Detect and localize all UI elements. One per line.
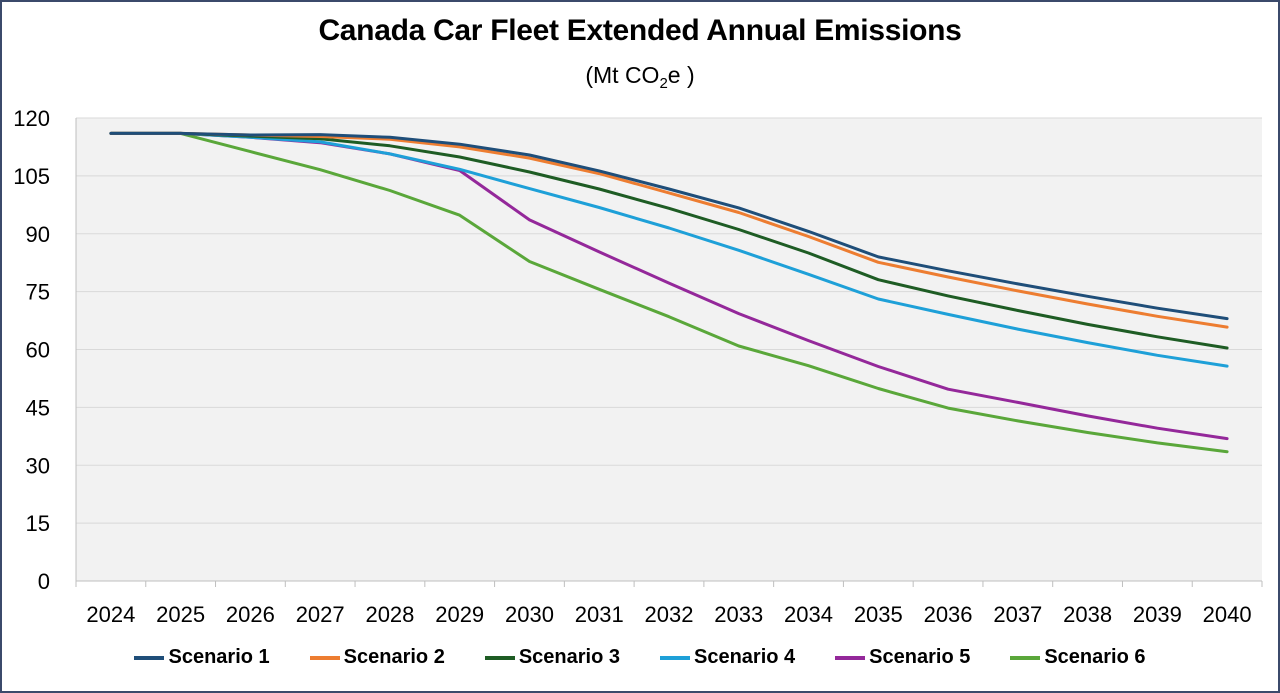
legend-item: Scenario 5 — [835, 646, 970, 669]
series-line-scenario-3 — [109, 131, 1229, 350]
x-tick-label: 2029 — [435, 602, 484, 627]
x-tick-label: 2033 — [714, 602, 763, 627]
series-line-scenario-6 — [109, 131, 1229, 454]
legend-label: Scenario 3 — [518, 646, 620, 668]
y-tick-label: 45 — [26, 395, 50, 420]
y-tick-label: 15 — [26, 511, 50, 536]
chart-subtitle: (Mt CO2e ) — [0, 62, 1280, 92]
chart-title: Canada Car Fleet Extended Annual Emissio… — [318, 14, 962, 47]
legend-swatch — [660, 655, 690, 660]
y-tick-label: 105 — [13, 164, 50, 189]
legend-item: Scenario 2 — [309, 646, 445, 669]
x-tick-label: 2038 — [1063, 602, 1112, 627]
y-tick-label: 75 — [26, 280, 50, 305]
x-tick-label: 2025 — [156, 602, 205, 627]
legend-label: Scenario 2 — [343, 646, 445, 668]
chart-legend: Scenario 1 Scenario 2 Scenario 3 Scenario 4… — [0, 646, 1280, 669]
y-tick-label: 60 — [26, 338, 50, 363]
x-tick-label: 2032 — [645, 602, 694, 627]
subtitle-suffix: e ) — [667, 62, 695, 88]
legend-label: Scenario 6 — [1044, 646, 1146, 668]
y-tick-label: 120 — [13, 106, 50, 131]
legend-swatch — [309, 655, 340, 660]
x-tick-label: 2027 — [296, 602, 345, 627]
legend-swatch — [835, 655, 866, 660]
legend-item: Scenario 6 — [1010, 646, 1146, 669]
x-tick-label: 2039 — [1133, 602, 1182, 627]
subtitle-subscript: 2 — [659, 75, 668, 92]
x-tick-label: 2035 — [854, 602, 903, 627]
x-tick-label: 2030 — [505, 602, 554, 627]
legend-item: Scenario 1 — [134, 646, 270, 669]
y-tick-label: 30 — [26, 453, 50, 478]
x-tick-label: 2024 — [86, 602, 135, 627]
x-tick-label: 2031 — [575, 602, 624, 627]
x-tick-label: 2028 — [365, 602, 414, 627]
series-line-scenario-4 — [109, 131, 1229, 368]
legend-label: Scenario 4 — [694, 646, 796, 668]
legend-item: Scenario 4 — [660, 646, 795, 669]
legend-swatch — [484, 655, 515, 660]
subtitle-prefix: (Mt CO — [585, 62, 660, 88]
legend-label: Scenario 1 — [168, 646, 270, 668]
series-line-scenario-1 — [109, 131, 1229, 321]
y-tick-label: 90 — [26, 222, 50, 247]
legend-swatch — [1010, 655, 1041, 660]
y-tick-label: 0 — [38, 569, 50, 594]
legend-label: Scenario 5 — [869, 646, 971, 668]
x-tick-label: 2040 — [1203, 602, 1252, 627]
x-tick-label: 2037 — [993, 602, 1042, 627]
legend-swatch — [134, 655, 165, 660]
x-tick-label: 2036 — [924, 602, 973, 627]
legend-item: Scenario 3 — [484, 646, 620, 669]
x-tick-label: 2026 — [226, 602, 275, 627]
x-tick-label: 2034 — [784, 602, 833, 627]
